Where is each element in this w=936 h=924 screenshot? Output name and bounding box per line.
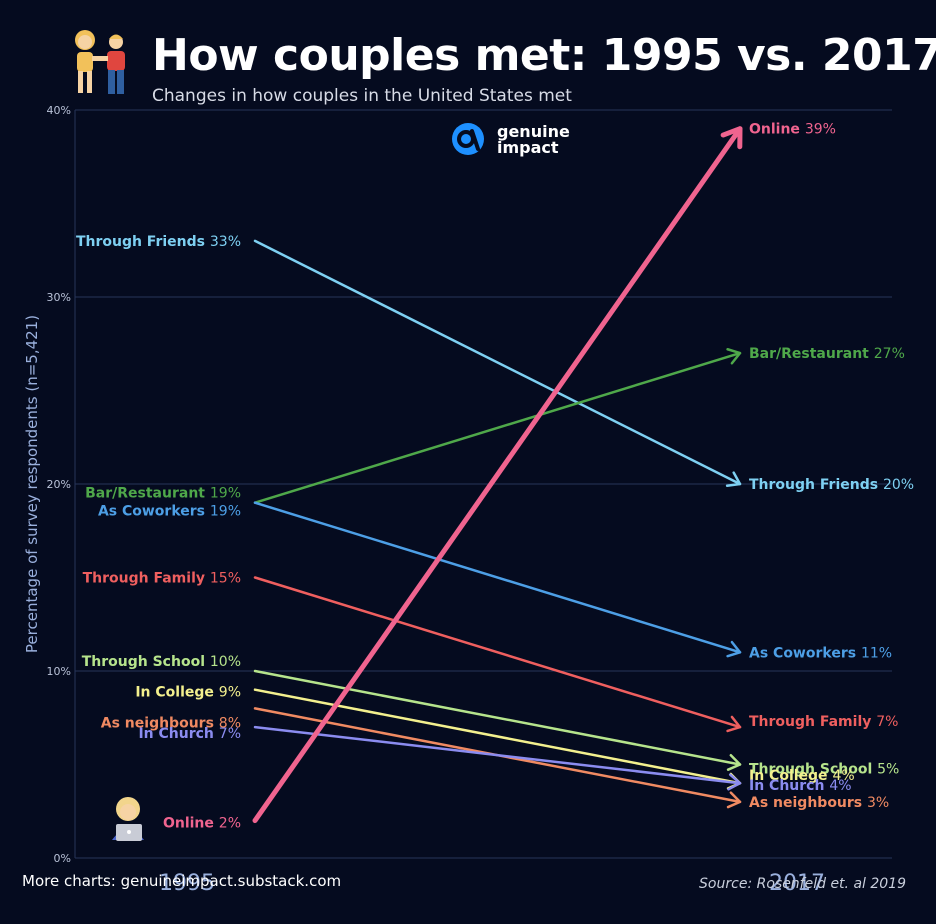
x-tick-label-1995: 1995 — [159, 871, 215, 896]
label-1995-bar-restaurant: Bar/Restaurant 19% — [85, 486, 241, 502]
series-layer — [252, 126, 743, 824]
series-line-through-school — [253, 669, 742, 766]
page-subtitle: Changes in how couples in the United Sta… — [152, 86, 572, 106]
data-label-1995-bar-restaurant: 19% — [210, 486, 241, 502]
series-arrowhead-through-friends — [725, 471, 742, 488]
page-title: How couples met: 1995 vs. 2017 — [152, 30, 936, 81]
series-name-as-coworkers: As Coworkers — [749, 645, 861, 661]
series-name-as-coworkers: As Coworkers — [98, 504, 210, 520]
data-label-1995-in-church: 7% — [219, 726, 241, 742]
data-label-1995-through-friends: 33% — [210, 234, 241, 250]
label-2017-through-school: Through School 5% — [749, 762, 899, 778]
series-arrowhead-as-coworkers — [726, 640, 742, 658]
data-label-2017-bar-restaurant: 27% — [874, 346, 905, 362]
series-name-online: Online — [749, 122, 805, 138]
series-line-through-family — [253, 576, 742, 729]
label-layer: Through Friends 33%Through Friends 20%Ba… — [76, 122, 914, 832]
series-line-in-church — [253, 725, 742, 785]
series-name-as-neighbours: As neighbours — [749, 795, 867, 811]
footer-link[interactable]: More charts: genuineimpact.substack.com — [22, 872, 342, 890]
data-label-2017-online: 39% — [805, 122, 836, 138]
series-name-in-college: In College — [749, 768, 832, 784]
series-name-in-college: In College — [135, 685, 218, 701]
data-label-2017-in-church: 4% — [829, 778, 851, 794]
series-arrowhead-in-church — [727, 773, 742, 791]
data-label-2017-through-family: 7% — [876, 714, 898, 730]
series-name-through-family: Through Family — [749, 714, 876, 730]
couple-icon — [75, 30, 125, 94]
series-arrowhead-through-family — [726, 715, 742, 733]
series-name-through-friends: Through Friends — [76, 234, 210, 250]
y-tick-label: 40% — [47, 104, 71, 117]
label-1995-through-friends: Through Friends 33% — [76, 234, 241, 250]
label-1995-through-school: Through School 10% — [82, 654, 241, 670]
series-name-through-school: Through School — [749, 762, 877, 778]
data-label-1995-as-neighbours: 8% — [219, 715, 241, 731]
series-arrowhead-through-school — [726, 754, 742, 771]
series-name-through-family: Through Family — [83, 571, 210, 587]
data-label-2017-in-college: 4% — [832, 768, 854, 784]
data-label-1995-as-coworkers: 19% — [210, 504, 241, 520]
series-line-as-coworkers — [253, 501, 742, 654]
label-2017-in-college: In College 4% — [749, 768, 855, 784]
label-2017-online: Online 39% — [749, 122, 836, 138]
series-name-in-church: In Church — [138, 726, 218, 742]
y-tick-label: 20% — [47, 478, 71, 491]
y-axis-label: Percentage of survey respondents (n=5,42… — [23, 315, 41, 653]
series-name-through-friends: Through Friends — [749, 477, 883, 493]
label-1995-in-church: In Church 7% — [138, 726, 241, 742]
series-name-online: Online — [163, 816, 219, 832]
y-tick-label: 10% — [47, 665, 71, 678]
label-1995-online: Online 2% — [163, 816, 241, 832]
series-name-in-church: In Church — [749, 778, 829, 794]
label-2017-in-church: In Church 4% — [749, 778, 852, 794]
data-label-1995-in-college: 9% — [219, 685, 241, 701]
series-name-bar-restaurant: Bar/Restaurant — [749, 346, 874, 362]
data-label-2017-through-friends: 20% — [883, 477, 914, 493]
series-name-bar-restaurant: Bar/Restaurant — [85, 486, 210, 502]
series-line-online — [252, 126, 743, 824]
laptop-person-icon — [112, 797, 144, 841]
axis-layer: 0% 10% 20% 30% 40% 1995 2017 Percentage of surv… — [23, 104, 892, 896]
label-2017-as-neighbours: As neighbours 3% — [749, 795, 889, 811]
series-arrowhead-bar-restaurant — [726, 347, 742, 365]
series-arrowhead-online — [720, 126, 743, 150]
label-1995-as-coworkers: As Coworkers 19% — [98, 504, 241, 520]
series-name-through-school: Through School — [82, 654, 210, 670]
label-2017-as-coworkers: As Coworkers 11% — [749, 645, 892, 661]
series-arrowhead-as-neighbours — [726, 791, 742, 809]
label-2017-bar-restaurant: Bar/Restaurant 27% — [749, 346, 905, 362]
genuine-impact-logo-icon — [452, 123, 484, 155]
label-1995-as-neighbours: As neighbours 8% — [101, 715, 241, 731]
y-tick-label: 0% — [54, 852, 71, 865]
x-tick-label-2017: 2017 — [769, 871, 825, 896]
data-label-2017-as-coworkers: 11% — [861, 645, 892, 661]
data-label-1995-through-school: 10% — [210, 654, 241, 670]
series-name-as-neighbours: As neighbours — [101, 715, 219, 731]
logo-text-line1: genuine — [497, 122, 570, 141]
logo-text-line2: impact — [497, 138, 559, 157]
series-line-bar-restaurant — [253, 351, 742, 504]
data-label-2017-through-school: 5% — [877, 762, 899, 778]
label-2017-through-family: Through Family 7% — [749, 714, 898, 730]
label-1995-in-college: In College 9% — [135, 685, 241, 701]
source-note: Source: Rosenfeld et. al 2019 — [699, 876, 906, 892]
label-1995-through-family: Through Family 15% — [83, 571, 241, 587]
data-label-2017-as-neighbours: 3% — [867, 795, 889, 811]
y-tick-label: 30% — [47, 291, 71, 304]
data-label-1995-online: 2% — [219, 816, 241, 832]
data-label-1995-through-family: 15% — [210, 571, 241, 587]
label-2017-through-friends: Through Friends 20% — [749, 477, 914, 493]
series-line-through-friends — [253, 239, 742, 486]
